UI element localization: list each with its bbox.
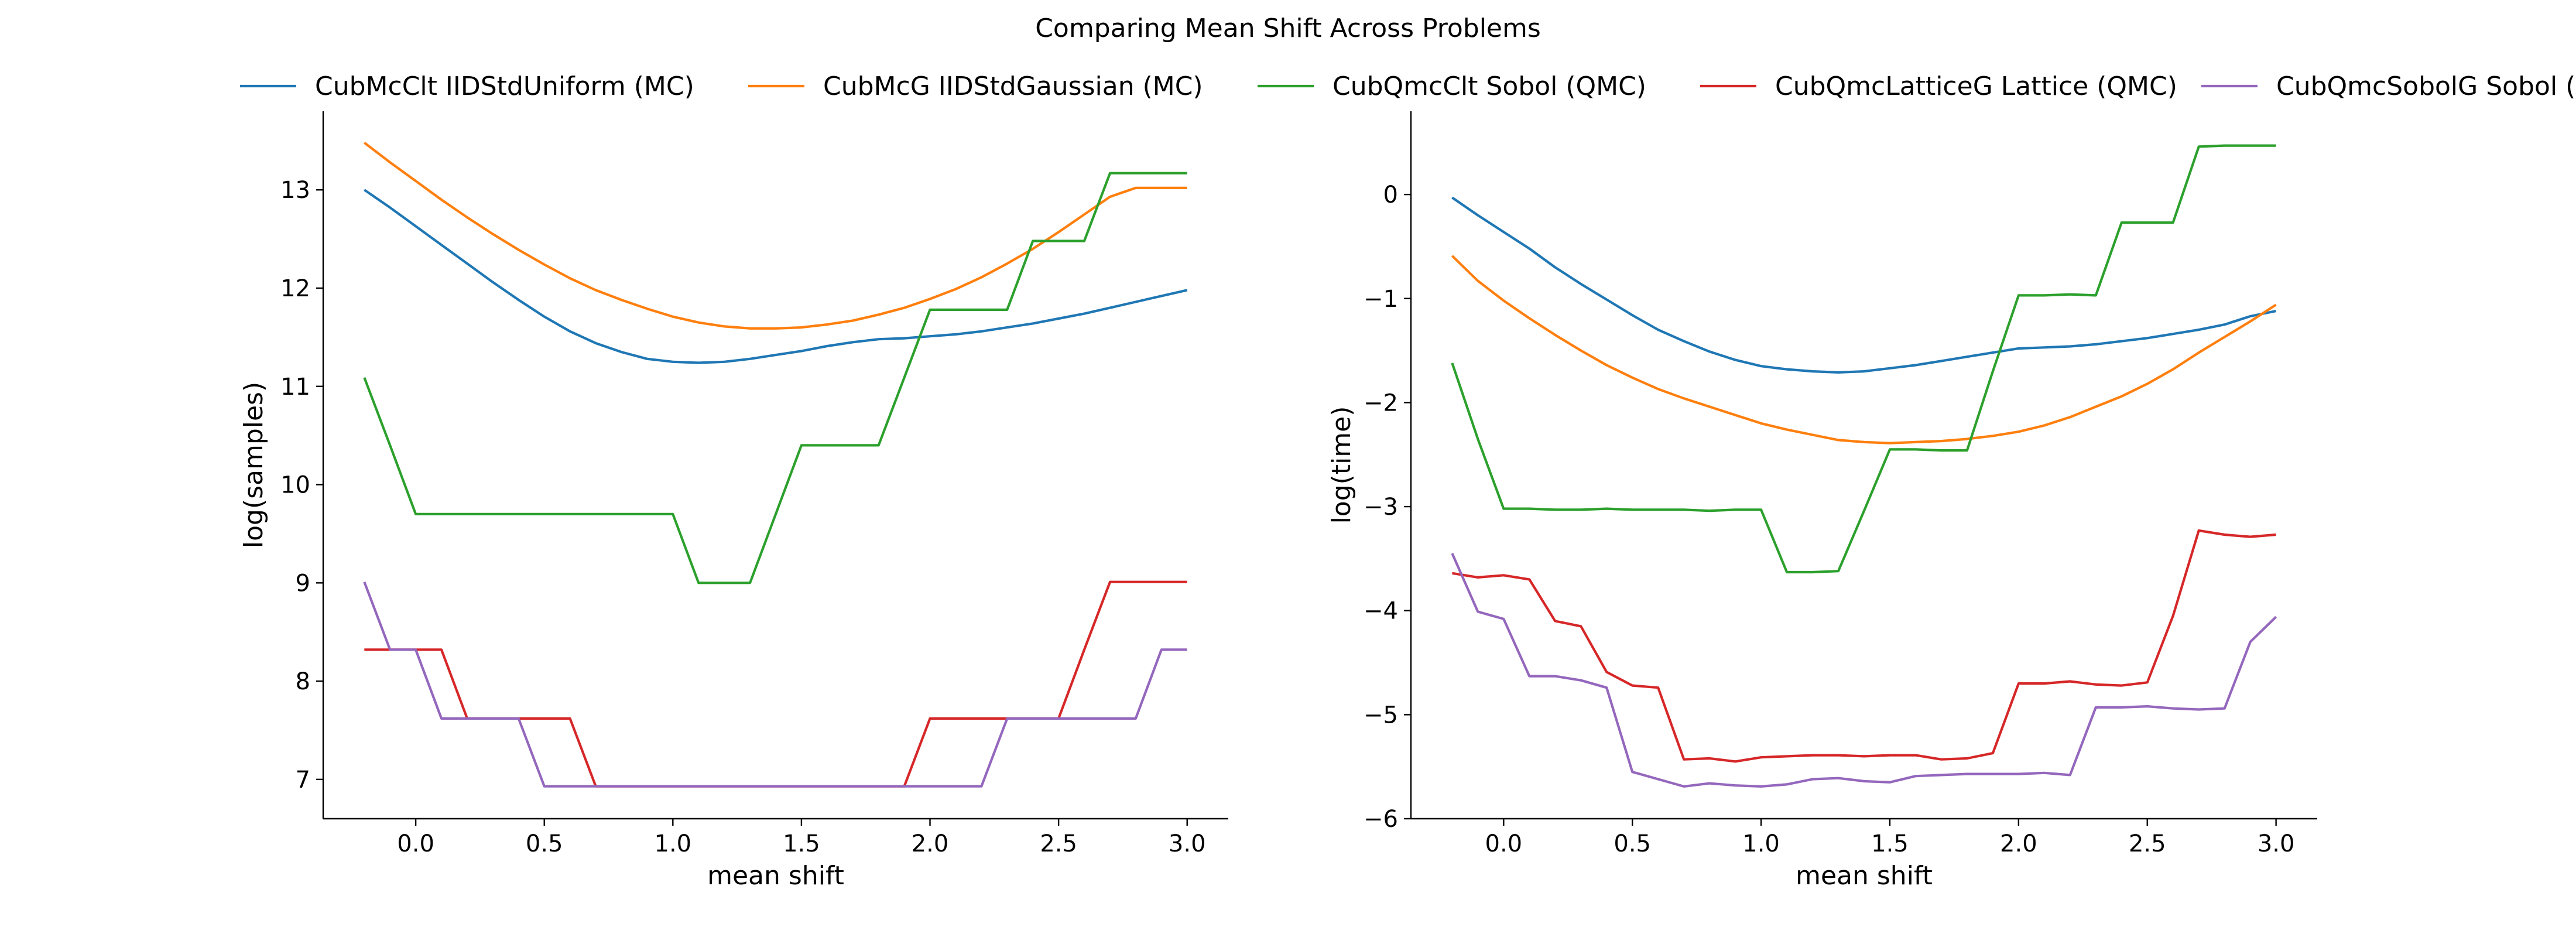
- y-tick-label: 0: [1383, 182, 1398, 208]
- x-tick-label: 2.0: [2000, 830, 2037, 857]
- x-tick-label: 0.5: [1614, 830, 1651, 857]
- y-tick-label: −1: [1364, 286, 1398, 313]
- series-line-4: [1452, 529, 2276, 763]
- y-tick-label: 10: [280, 472, 310, 499]
- series-line-4: [364, 580, 1187, 788]
- series-line-3: [363, 172, 1187, 584]
- y-tick-label: −6: [1364, 806, 1398, 833]
- legend-label-2: CubMcG IIDStdGaussian (MC): [823, 71, 1203, 101]
- legend-label-3: CubQmcClt Sobol (QMC): [1332, 71, 1646, 101]
- y-axis-label: log(samples): [239, 382, 269, 548]
- series-line-2: [364, 142, 1187, 330]
- y-tick-label: 9: [296, 570, 310, 597]
- x-axis-label: mean shift: [1796, 861, 1933, 891]
- y-tick-label: −5: [1364, 702, 1398, 729]
- legend-label-5: CubQmcSobolG Sobol (QMC): [2276, 71, 2576, 101]
- y-tick-label: −2: [1364, 389, 1398, 416]
- legend-label-4: CubQmcLatticeG Lattice (QMC): [1775, 71, 2177, 101]
- y-tick-label: 7: [296, 767, 310, 794]
- x-tick-label: 2.5: [1040, 830, 1077, 857]
- y-axis-label: log(time): [1327, 406, 1356, 524]
- series-line-5: [1451, 553, 2277, 788]
- y-tick-label: −3: [1364, 494, 1398, 521]
- x-axis-label: mean shift: [707, 861, 844, 891]
- x-tick-label: 0.5: [526, 830, 563, 857]
- legend-label-1: CubMcClt IIDStdUniform (MC): [315, 71, 694, 101]
- right-panel-time: 0.0 0.5 1.0 1.5 2.0 2.5 3.0 −6 −5 −4 −3 −2 −1 0 mean s…: [1327, 111, 2317, 891]
- y-tick-label: −4: [1364, 598, 1398, 625]
- series-line-2: [1451, 255, 2277, 444]
- y-tick-label: 13: [280, 177, 310, 204]
- left-panel-samples: 0.0 0.5 1.0 1.5 2.0 2.5 3.0 7 8 9 10 11 12 13 mean shi…: [239, 111, 1228, 891]
- y-tick-label: 11: [280, 374, 310, 401]
- x-tick-label: 0.0: [397, 830, 434, 857]
- series-line-1: [364, 189, 1188, 364]
- x-tick-label: 1.5: [1871, 830, 1909, 857]
- series-line-5: [363, 581, 1187, 788]
- x-tick-label: 1.5: [783, 830, 820, 857]
- x-tick-label: 2.0: [912, 830, 949, 857]
- x-tick-label: 3.0: [2258, 830, 2295, 857]
- y-tick-label: 8: [296, 668, 310, 695]
- chart-title: Comparing Mean Shift Across Problems: [1035, 13, 1541, 43]
- x-tick-label: 3.0: [1169, 830, 1206, 857]
- x-tick-label: 2.5: [2129, 830, 2166, 857]
- y-tick-label: 12: [280, 275, 310, 302]
- series-line-3: [1451, 144, 2276, 574]
- x-tick-label: 1.0: [1742, 830, 1780, 857]
- series-line-1: [1451, 196, 2277, 374]
- legend: CubMcClt IIDStdUniform (MC) CubMcG IIDStd…: [240, 71, 2576, 101]
- x-tick-label: 1.0: [655, 830, 692, 857]
- x-tick-label: 0.0: [1485, 830, 1523, 857]
